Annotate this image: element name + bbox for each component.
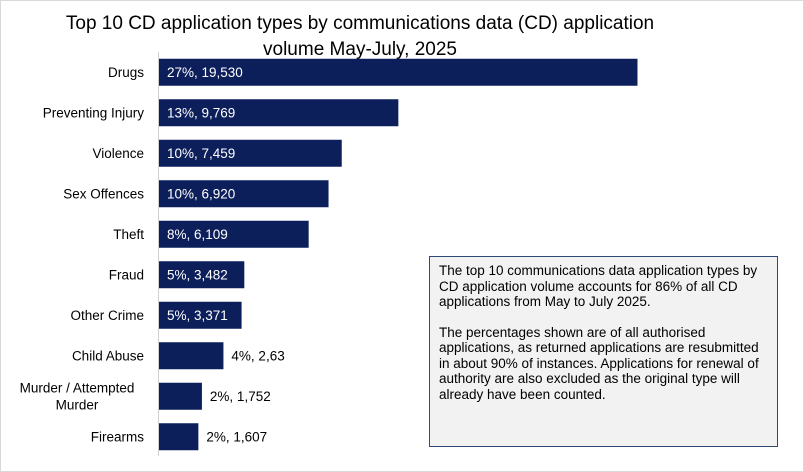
data-label: 5%, 3,371 xyxy=(167,308,228,323)
bar xyxy=(159,342,224,370)
data-label: 4%, 2,63 xyxy=(231,348,284,363)
bar xyxy=(159,220,309,248)
data-label: 2%, 1,752 xyxy=(210,389,271,404)
category-label: Fraud xyxy=(109,267,144,282)
category-label: Theft xyxy=(113,227,144,242)
bar xyxy=(159,99,399,127)
note-paragraph-2: The percentages shown are of all authori… xyxy=(439,324,759,402)
data-label: 10%, 6,920 xyxy=(167,186,235,201)
bar xyxy=(159,261,245,289)
bar xyxy=(159,58,638,86)
data-label: 8%, 6,109 xyxy=(167,227,228,242)
note-box: The top 10 communications data applicati… xyxy=(429,256,778,447)
category-label: Firearms xyxy=(91,429,144,444)
category-label: Sex Offences xyxy=(63,186,144,201)
data-label: 2%, 1,607 xyxy=(206,429,267,444)
bar xyxy=(159,301,242,329)
note-paragraph-1: The top 10 communications data applicati… xyxy=(439,263,758,309)
category-label: Child Abuse xyxy=(72,348,144,363)
category-label: Preventing Injury xyxy=(43,105,145,120)
data-label: 5%, 3,482 xyxy=(167,267,228,282)
category-label: Drugs xyxy=(108,65,144,80)
bars-layer: Drugs 27%, 19,530 Preventing Injury 13%, 9,… xyxy=(20,58,638,451)
bar xyxy=(159,382,202,410)
bar xyxy=(159,139,342,167)
category-label: Other Crime xyxy=(70,308,144,323)
data-label: 27%, 19,530 xyxy=(167,65,243,80)
bar xyxy=(159,423,199,451)
category-label: Violence xyxy=(92,146,144,161)
chart-title: Top 10 CD application types by communica… xyxy=(65,13,655,60)
data-label: 10%, 7,459 xyxy=(167,146,235,161)
category-label: Murder / Attempted Murder xyxy=(20,380,135,412)
bar xyxy=(159,180,329,208)
data-label: 13%, 9,769 xyxy=(167,105,235,120)
